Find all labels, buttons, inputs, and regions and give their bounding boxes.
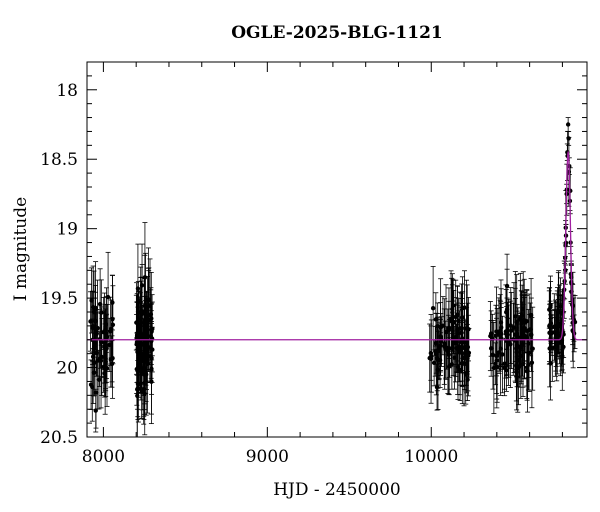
y-tick-label: 20.5 — [40, 428, 78, 448]
data-point — [446, 364, 452, 369]
x-tick-label: 10000 — [404, 447, 458, 467]
data-point — [556, 339, 561, 345]
x-tick-label: 8000 — [82, 447, 125, 467]
data-point — [102, 329, 107, 334]
data-point — [143, 304, 148, 310]
data-point — [490, 352, 496, 357]
data-point — [147, 354, 153, 359]
data-point — [525, 368, 530, 373]
data-point — [135, 332, 140, 337]
data-point — [494, 364, 499, 369]
data-point — [430, 306, 436, 311]
chart-title: OGLE-2025-BLG-1121 — [231, 23, 443, 43]
data-point — [142, 275, 148, 280]
data-point — [142, 352, 147, 357]
x-axis-label: HJD - 2450000 — [273, 480, 401, 500]
data-point — [462, 344, 467, 350]
data-point — [549, 330, 555, 336]
data-point — [108, 329, 113, 334]
data-point — [450, 320, 456, 325]
data-point — [464, 347, 469, 353]
data-point — [512, 332, 518, 337]
data-point — [438, 334, 443, 339]
data-point — [502, 365, 507, 370]
tick-labels-layer: 8000 9000 10000 18 18.5 19 19.5 20 20.5 — [40, 81, 458, 467]
data-point — [91, 370, 97, 375]
data-point — [141, 365, 146, 371]
data-point — [460, 340, 465, 345]
data-point — [515, 365, 520, 371]
y-tick-label: 18.5 — [40, 150, 78, 170]
data-point — [93, 390, 99, 395]
data-point — [433, 317, 439, 322]
data-points-layer — [88, 117, 578, 438]
data-point — [519, 313, 525, 318]
data-point — [435, 356, 440, 361]
y-tick-label: 19 — [56, 220, 78, 240]
data-point — [139, 309, 145, 314]
data-point — [97, 301, 103, 307]
axis-ticks-layer — [87, 61, 587, 438]
data-point — [98, 358, 104, 363]
data-point — [488, 333, 493, 339]
data-point — [443, 347, 448, 352]
data-point — [428, 356, 434, 362]
data-point — [105, 334, 110, 340]
data-point — [524, 335, 529, 340]
data-point — [88, 319, 93, 324]
y-axis-label: I magnitude — [11, 197, 31, 301]
data-point — [528, 312, 534, 318]
data-point — [506, 339, 512, 345]
data-point — [508, 323, 513, 328]
data-point — [457, 348, 463, 354]
data-point — [96, 377, 102, 382]
data-point — [142, 372, 147, 377]
data-point — [144, 348, 150, 353]
data-point — [90, 324, 95, 329]
data-point — [450, 306, 455, 312]
data-point — [504, 283, 510, 289]
data-point — [110, 300, 115, 305]
data-point — [565, 122, 571, 127]
y-tick-label: 19.5 — [40, 289, 78, 309]
y-tick-label: 20 — [56, 359, 78, 379]
plot-frame — [86, 61, 588, 438]
data-point — [435, 367, 441, 372]
data-point — [147, 303, 153, 309]
data-point — [494, 353, 500, 358]
data-point — [94, 331, 99, 336]
data-point — [566, 136, 571, 141]
data-point — [547, 346, 552, 351]
data-point — [446, 352, 451, 357]
data-point — [455, 364, 461, 370]
data-point — [499, 325, 504, 330]
data-point — [504, 309, 509, 315]
data-point — [95, 325, 100, 331]
data-point — [465, 377, 470, 382]
data-point — [88, 382, 94, 387]
model-curve — [87, 150, 587, 341]
data-point — [547, 307, 552, 312]
y-tick-label: 18 — [56, 81, 78, 101]
data-point — [509, 328, 514, 333]
x-tick-label: 9000 — [246, 447, 289, 467]
